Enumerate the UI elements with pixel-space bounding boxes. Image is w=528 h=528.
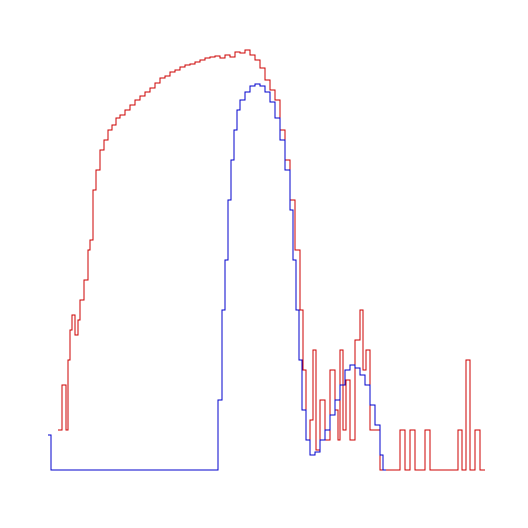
histogram-line (48, 83, 386, 471)
histogram-line (58, 49, 485, 471)
